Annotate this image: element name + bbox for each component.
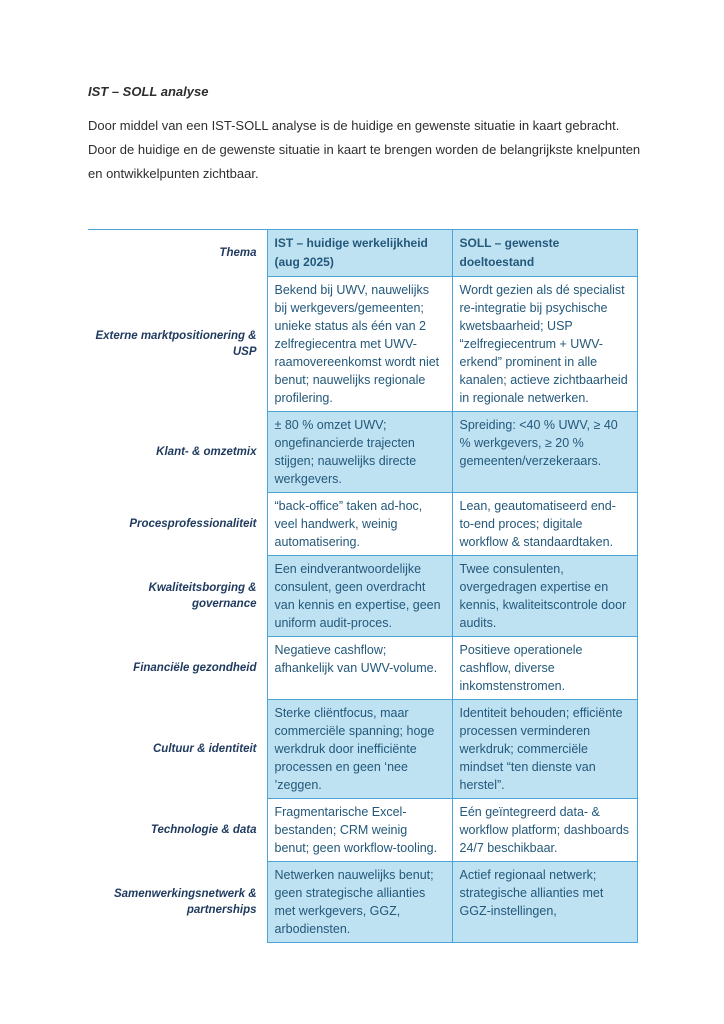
thema-cell: Technologie & data bbox=[88, 798, 267, 862]
ist-cell: ± 80 % omzet UWV; ongefinancierde trajec… bbox=[266, 411, 453, 493]
table-row: Financiële gezondheid Negatieve cashflow… bbox=[88, 636, 638, 700]
intro-line: Door middel van een IST-SOLL analyse is … bbox=[88, 118, 620, 133]
thema-cell: Externe marktpositionering & USP bbox=[88, 276, 267, 412]
soll-cell: Eén geïntegreerd data- & workflow platfo… bbox=[451, 798, 638, 862]
table-header-row: Thema IST – huidige werkelijkheid (aug 2… bbox=[88, 229, 638, 277]
ist-cell: Netwerken nauwelijks benut; geen strateg… bbox=[266, 861, 453, 943]
table-row: Technologie & data Fragmentarische Excel… bbox=[88, 798, 638, 862]
column-header-soll: SOLL – gewenste doeltoestand bbox=[451, 229, 638, 277]
ist-cell: Bekend bij UWV, nauwelijks bij werkgever… bbox=[266, 276, 453, 412]
thema-cell: Cultuur & identiteit bbox=[88, 699, 267, 799]
table-row: Procesprofessionaliteit “back-office” ta… bbox=[88, 492, 638, 556]
page-content: IST – SOLL analyse Door middel van een I… bbox=[88, 84, 648, 943]
thema-cell: Samenwerkingsnetwerk & partnerships bbox=[88, 861, 267, 943]
table-row: Kwaliteitsborging & governance Een eindv… bbox=[88, 555, 638, 637]
intro-line: Door de huidige en de gewenste situatie … bbox=[88, 142, 641, 157]
soll-cell: Lean, geautomatiseerd end-to-end proces;… bbox=[451, 492, 638, 556]
ist-cell: Fragmentarische Excel-bestanden; CRM wei… bbox=[266, 798, 453, 862]
ist-cell: Negatieve cashflow; afhankelijk van UWV-… bbox=[266, 636, 453, 700]
soll-cell: Twee consulenten, overgedragen expertise… bbox=[451, 555, 638, 637]
ist-cell: Sterke cliëntfocus, maar commerciële spa… bbox=[266, 699, 453, 799]
soll-cell: Actief regionaal netwerk; strategische a… bbox=[451, 861, 638, 943]
column-header-soll-line: SOLL – gewenste bbox=[459, 236, 560, 250]
column-header-ist-line: IST – huidige werkelijkheid bbox=[274, 236, 428, 250]
ist-cell: “back-office” taken ad-hoc, veel handwer… bbox=[266, 492, 453, 556]
thema-cell: Procesprofessionaliteit bbox=[88, 492, 267, 556]
intro-line: en ontwikkelpunten zichtbaar. bbox=[88, 166, 259, 181]
thema-cell: Klant- & omzetmix bbox=[88, 411, 267, 493]
thema-cell: Financiële gezondheid bbox=[88, 636, 267, 700]
soll-cell: Spreiding: <40 % UWV, ≥ 40 % werkgevers,… bbox=[451, 411, 638, 493]
column-header-ist-line: (aug 2025) bbox=[274, 255, 334, 269]
table-row: Samenwerkingsnetwerk & partnerships Netw… bbox=[88, 861, 638, 943]
thema-cell: Kwaliteitsborging & governance bbox=[88, 555, 267, 637]
ist-cell: Een eindverantwoordelijke consulent, gee… bbox=[266, 555, 453, 637]
column-header-soll-line: doeltoestand bbox=[459, 255, 535, 269]
page-title: IST – SOLL analyse bbox=[88, 84, 209, 99]
column-header-ist: IST – huidige werkelijkheid (aug 2025) bbox=[266, 229, 453, 277]
table-row: Cultuur & identiteit Sterke cliëntfocus,… bbox=[88, 699, 638, 799]
ist-soll-table: Thema IST – huidige werkelijkheid (aug 2… bbox=[88, 229, 638, 943]
table-row: Externe marktpositionering & USP Bekend … bbox=[88, 276, 638, 412]
intro-paragraph: Door middel van een IST-SOLL analyse is … bbox=[88, 114, 648, 186]
table-row: Klant- & omzetmix ± 80 % omzet UWV; onge… bbox=[88, 411, 638, 493]
soll-cell: Positieve operationele cashflow, diverse… bbox=[451, 636, 638, 700]
column-header-thema: Thema bbox=[88, 229, 267, 277]
soll-cell: Wordt gezien als dé specialist re-integr… bbox=[451, 276, 638, 412]
soll-cell: Identiteit behouden; efficiënte processe… bbox=[451, 699, 638, 799]
